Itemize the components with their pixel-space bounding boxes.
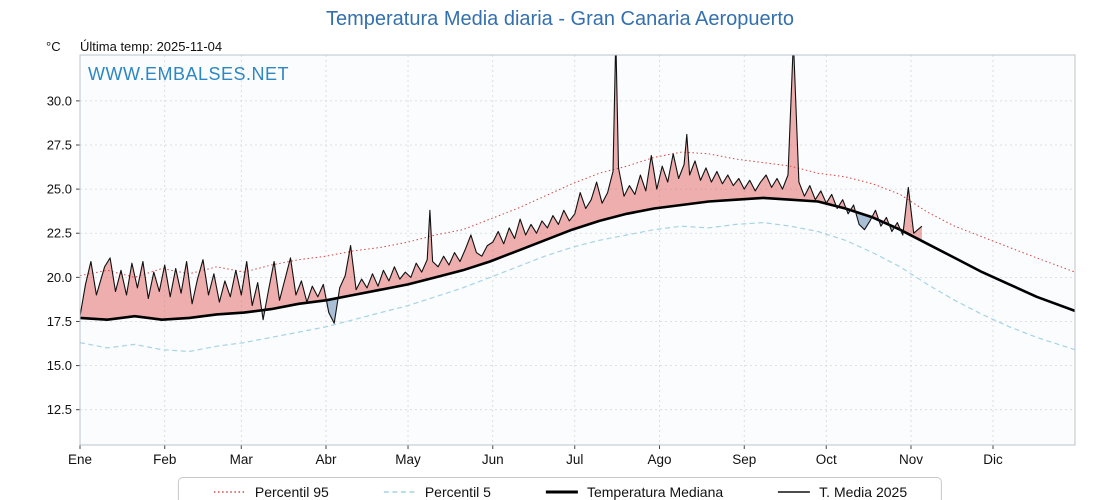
chart-title: Temperatura Media diaria - Gran Canaria … bbox=[325, 8, 795, 30]
svg-text:15.0: 15.0 bbox=[47, 358, 72, 373]
svg-text:Oct: Oct bbox=[816, 452, 837, 467]
y-axis-unit-label: °C bbox=[46, 39, 61, 54]
legend-item-media-2025: T. Media 2025 bbox=[777, 484, 907, 500]
svg-text:22.5: 22.5 bbox=[47, 226, 72, 241]
legend-label: T. Media 2025 bbox=[819, 484, 908, 500]
legend-item-percentil-5: Percentil 5 bbox=[383, 484, 491, 500]
media-2025-line-swatch-icon bbox=[778, 491, 811, 493]
svg-text:Abr: Abr bbox=[316, 452, 338, 467]
svg-text:Jul: Jul bbox=[566, 452, 583, 467]
svg-text:Dic: Dic bbox=[983, 452, 1003, 467]
legend-item-mediana: Temperatura Mediana bbox=[545, 484, 723, 500]
chart-layers: 12.5 15.0 17.5 20.0 22.5 25.0 27.5 30.0 Ene Feb Ma… bbox=[47, 54, 1076, 467]
percentil-95-line-swatch-icon bbox=[213, 491, 246, 493]
svg-text:25.0: 25.0 bbox=[47, 182, 72, 197]
percentil-5-line-swatch-icon bbox=[383, 491, 416, 493]
svg-text:Nov: Nov bbox=[899, 452, 923, 467]
mediana-line-swatch-icon bbox=[545, 490, 578, 494]
legend-label: Percentil 5 bbox=[424, 484, 491, 500]
legend-item-percentil-95: Percentil 95 bbox=[213, 484, 329, 500]
svg-text:Jun: Jun bbox=[482, 452, 504, 467]
watermark: WWW.EMBALSES.NET bbox=[88, 64, 289, 84]
svg-text:Feb: Feb bbox=[153, 452, 176, 467]
svg-text:Mar: Mar bbox=[230, 452, 254, 467]
svg-text:20.0: 20.0 bbox=[47, 270, 72, 285]
svg-text:17.5: 17.5 bbox=[47, 314, 72, 329]
svg-text:Ene: Ene bbox=[68, 452, 92, 467]
svg-text:May: May bbox=[395, 452, 421, 467]
svg-text:30.0: 30.0 bbox=[47, 93, 72, 108]
legend-label: Temperatura Mediana bbox=[586, 484, 724, 500]
svg-text:Sep: Sep bbox=[732, 452, 756, 467]
legend: Percentil 95 Percentil 5 Temperatura Med… bbox=[177, 477, 943, 500]
svg-text:27.5: 27.5 bbox=[47, 138, 72, 153]
svg-text:Ago: Ago bbox=[647, 452, 671, 467]
last-temp-label: Última temp: 2025-11-04 bbox=[80, 39, 223, 54]
svg-text:12.5: 12.5 bbox=[47, 402, 72, 417]
legend-label: Percentil 95 bbox=[254, 484, 329, 500]
